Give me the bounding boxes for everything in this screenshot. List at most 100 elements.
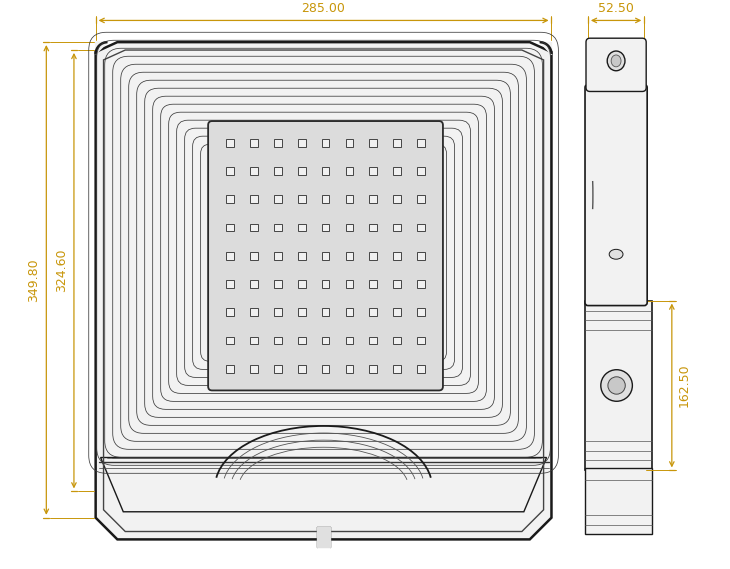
- Bar: [345, 365, 353, 373]
- Bar: [369, 336, 377, 344]
- Bar: [418, 195, 425, 203]
- FancyBboxPatch shape: [586, 38, 646, 92]
- Polygon shape: [101, 457, 547, 512]
- Bar: [369, 280, 377, 288]
- Bar: [345, 167, 353, 175]
- Bar: [274, 280, 282, 288]
- Bar: [345, 252, 353, 259]
- Bar: [250, 252, 258, 259]
- Bar: [250, 195, 258, 203]
- Bar: [369, 195, 377, 203]
- Bar: [585, 468, 652, 534]
- FancyBboxPatch shape: [208, 121, 443, 390]
- Bar: [274, 336, 282, 344]
- Bar: [274, 139, 282, 147]
- Ellipse shape: [607, 51, 625, 71]
- Bar: [226, 336, 234, 344]
- Ellipse shape: [611, 55, 621, 67]
- Bar: [418, 336, 425, 344]
- Bar: [226, 252, 234, 259]
- Ellipse shape: [610, 249, 623, 259]
- Bar: [345, 139, 353, 147]
- Bar: [322, 139, 329, 147]
- Bar: [418, 224, 425, 232]
- Bar: [298, 167, 306, 175]
- Text: 52.50: 52.50: [598, 2, 634, 15]
- Bar: [393, 167, 402, 175]
- Bar: [369, 308, 377, 316]
- Bar: [322, 365, 329, 373]
- Bar: [298, 336, 306, 344]
- Bar: [298, 308, 306, 316]
- Bar: [298, 280, 306, 288]
- Bar: [226, 280, 234, 288]
- Bar: [274, 224, 282, 232]
- Bar: [585, 300, 652, 471]
- Bar: [369, 365, 377, 373]
- Bar: [345, 280, 353, 288]
- Bar: [250, 336, 258, 344]
- Polygon shape: [539, 42, 551, 54]
- Bar: [226, 308, 234, 316]
- Bar: [226, 224, 234, 232]
- Bar: [250, 308, 258, 316]
- Bar: [345, 224, 353, 232]
- Text: 324.60: 324.60: [55, 249, 68, 292]
- Bar: [322, 280, 329, 288]
- Circle shape: [601, 370, 632, 401]
- FancyBboxPatch shape: [585, 85, 648, 306]
- Text: 349.80: 349.80: [28, 258, 40, 302]
- Bar: [274, 252, 282, 259]
- Bar: [322, 252, 329, 259]
- Text: 285.00: 285.00: [301, 2, 345, 15]
- Bar: [393, 365, 402, 373]
- Bar: [298, 365, 306, 373]
- Bar: [250, 139, 258, 147]
- Bar: [322, 308, 329, 316]
- Bar: [393, 224, 402, 232]
- Polygon shape: [96, 42, 551, 539]
- Bar: [250, 365, 258, 373]
- Bar: [298, 195, 306, 203]
- Bar: [369, 224, 377, 232]
- Circle shape: [608, 377, 626, 394]
- Bar: [250, 224, 258, 232]
- Bar: [393, 280, 402, 288]
- Bar: [418, 280, 425, 288]
- Polygon shape: [317, 526, 331, 547]
- Bar: [393, 139, 402, 147]
- Bar: [393, 252, 402, 259]
- Bar: [393, 195, 402, 203]
- Bar: [298, 139, 306, 147]
- Bar: [274, 195, 282, 203]
- Text: 162.50: 162.50: [677, 364, 691, 407]
- Bar: [322, 167, 329, 175]
- Bar: [369, 139, 377, 147]
- Bar: [322, 336, 329, 344]
- Polygon shape: [96, 42, 107, 54]
- Bar: [250, 167, 258, 175]
- Bar: [298, 252, 306, 259]
- Bar: [274, 167, 282, 175]
- Bar: [226, 167, 234, 175]
- Bar: [345, 308, 353, 316]
- Bar: [226, 139, 234, 147]
- Bar: [418, 365, 425, 373]
- Bar: [393, 308, 402, 316]
- Bar: [250, 280, 258, 288]
- Bar: [345, 195, 353, 203]
- Bar: [226, 365, 234, 373]
- Bar: [226, 195, 234, 203]
- Bar: [418, 167, 425, 175]
- Bar: [345, 336, 353, 344]
- Bar: [274, 365, 282, 373]
- Bar: [369, 167, 377, 175]
- Bar: [418, 252, 425, 259]
- Bar: [418, 308, 425, 316]
- Bar: [274, 308, 282, 316]
- Bar: [322, 224, 329, 232]
- Bar: [369, 252, 377, 259]
- Bar: [418, 139, 425, 147]
- Bar: [298, 224, 306, 232]
- Bar: [393, 336, 402, 344]
